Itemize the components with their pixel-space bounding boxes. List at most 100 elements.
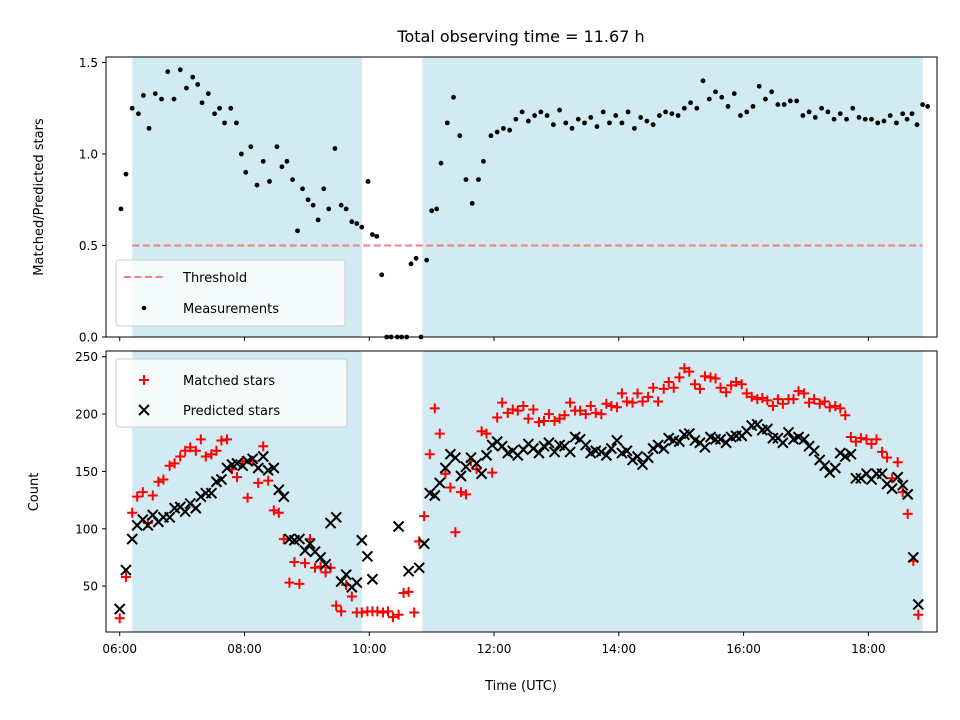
predicted-star-point [429, 489, 441, 502]
measurement-point [900, 111, 906, 117]
measurement-point [544, 113, 550, 118]
matched-star-point [387, 612, 398, 623]
predicted-star-point [642, 451, 654, 464]
y-axis-label: Count [27, 473, 42, 512]
measurement-point [205, 91, 211, 97]
measurement-point [862, 116, 868, 122]
predicted-star-point [299, 544, 311, 557]
measurement-point [279, 164, 285, 170]
matched-star-point [200, 451, 211, 462]
matched-star-point [158, 474, 169, 485]
measurement-point [914, 122, 920, 128]
predicted-star-point [621, 445, 633, 457]
observing-windows [132, 351, 923, 632]
measurement-point [413, 255, 419, 261]
measurement-point [681, 105, 687, 111]
matched-star-point [549, 415, 560, 426]
matched-star-point [877, 446, 888, 457]
matched-star-point [114, 613, 125, 624]
measurement-point [920, 102, 926, 107]
measurement-point [844, 116, 849, 122]
measurement-point [424, 257, 430, 263]
measurement-point [557, 107, 562, 113]
measurement-point [488, 133, 494, 139]
matched-star-point [253, 477, 264, 488]
measurement-point [532, 113, 538, 118]
matched-star-point [777, 398, 788, 409]
predicted-star-point [439, 462, 452, 474]
matched-star-point [169, 458, 180, 469]
y-tick-label: 0.0 [79, 331, 98, 345]
measurement-point [233, 120, 239, 126]
matched-star-point [814, 398, 825, 409]
matched-star-point [788, 394, 799, 405]
measurement-point [800, 113, 806, 118]
matched-star-point [793, 386, 804, 397]
matched-star-point [621, 396, 632, 407]
measurement-point [688, 100, 693, 106]
matched-star-point [450, 527, 461, 538]
predicted-star-point [818, 459, 831, 472]
matched-star-point [175, 451, 186, 462]
matched-star-point [627, 397, 638, 408]
measurement-point [374, 233, 380, 239]
matched-star-point [419, 511, 430, 522]
predicted-star-point [543, 437, 555, 449]
predicted-star-point [179, 505, 191, 518]
matched-star-point [120, 571, 131, 582]
matched-star-point [289, 557, 300, 568]
predicted-star-point [356, 534, 368, 546]
matched-star-point [195, 434, 206, 445]
matched-star-point [752, 394, 763, 405]
matched-star-point [278, 534, 289, 545]
predicted-star-point [402, 565, 415, 577]
matched-star-point [699, 371, 710, 382]
predicted-star-point [538, 440, 550, 452]
predicted-star-point [647, 442, 659, 455]
measurement-point [222, 120, 227, 126]
predicted-star-point [777, 437, 789, 449]
predicted-star-point [533, 447, 545, 459]
matched-star-point [434, 428, 445, 439]
matched-star-point [643, 391, 654, 402]
measurement-point [719, 94, 725, 100]
measurement-point [146, 125, 152, 131]
measurement-point [812, 114, 818, 120]
measurement-point [825, 109, 831, 115]
predicted-star-point [293, 533, 306, 545]
measurement-point [379, 272, 385, 278]
predicted-star-point [257, 450, 269, 463]
predicted-star-point [652, 439, 664, 451]
x-tick-label: 12:00 [477, 642, 512, 656]
y-tick-label: 200 [75, 408, 98, 422]
matched-star-point [866, 438, 877, 449]
matched-star-point [830, 401, 841, 412]
predicted-star-point [335, 575, 347, 588]
measurement-point [354, 221, 360, 226]
y-tick-label: 50 [83, 580, 98, 594]
count-panel: 50 100 150 200 250 06:00 08:00 10:00 12:00 14:00… [27, 350, 938, 694]
measurement-point [284, 158, 290, 164]
matched-star-point [616, 388, 627, 399]
predicted-star-point [319, 558, 332, 571]
matched-star-point [523, 413, 534, 424]
matched-star-point [845, 432, 856, 443]
measurement-point [501, 125, 506, 131]
measurement-point [904, 116, 910, 122]
matched-star-point [580, 409, 591, 420]
matched-star-point [596, 409, 607, 420]
predicted-legend-swatch [138, 404, 150, 416]
measurement-point [315, 217, 321, 223]
measurement-point [638, 114, 644, 120]
predicted-star-point [351, 576, 363, 589]
measurement-point [750, 104, 756, 109]
measurement-point [295, 228, 300, 234]
measurement-point [538, 109, 544, 115]
matched-star-point [263, 475, 274, 486]
matched-star-point [398, 588, 409, 599]
x-tick-label: 06:00 [102, 642, 137, 656]
measurement-point [274, 144, 280, 150]
measurement-point [118, 206, 124, 212]
predicted-star-point [834, 447, 847, 459]
measurement-point [694, 105, 700, 111]
